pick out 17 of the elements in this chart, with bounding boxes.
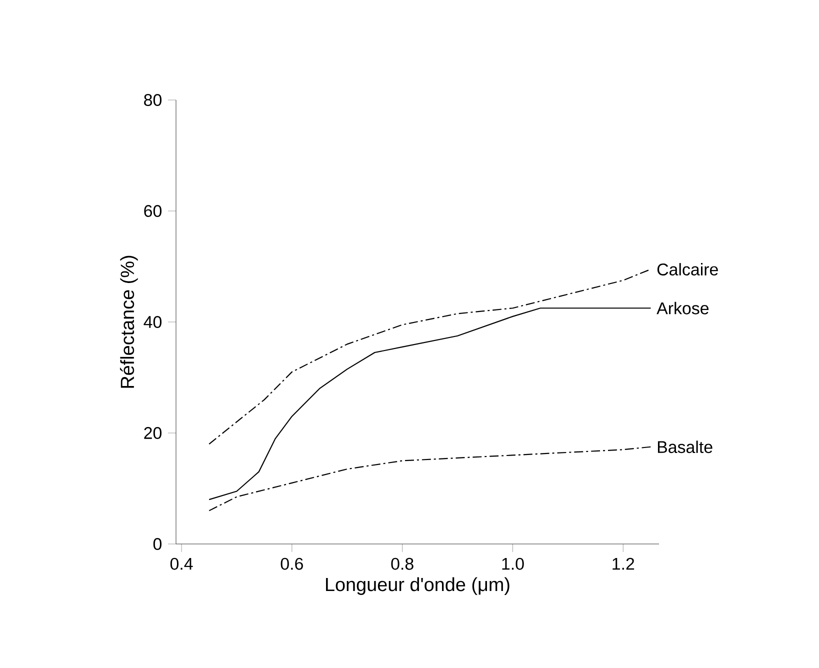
series-label: Arkose: [656, 302, 709, 314]
series-label: Basalte: [658, 440, 712, 454]
y-axis-title: Réflectance (%): [120, 256, 138, 388]
y-tick-label: 60: [144, 204, 162, 217]
x-tick-label: 0.6: [280, 558, 303, 570]
x-tick-label: 0.8: [391, 558, 414, 570]
line-series: [208, 308, 652, 500]
x-tick-label: 1.2: [612, 558, 634, 570]
x-tick-label: 0.4: [170, 558, 193, 570]
y-tick-label: 20: [144, 426, 162, 439]
series-label: Calcaire: [657, 263, 718, 276]
y-tick-label: 0: [153, 538, 162, 550]
x-tick-label: 1.0: [502, 558, 524, 570]
y-tick-label: 40: [144, 316, 162, 328]
line-series: [208, 446, 652, 512]
x-axis-title: Longueur d'onde (μm): [326, 577, 510, 595]
y-tick-label: 80: [144, 94, 162, 106]
